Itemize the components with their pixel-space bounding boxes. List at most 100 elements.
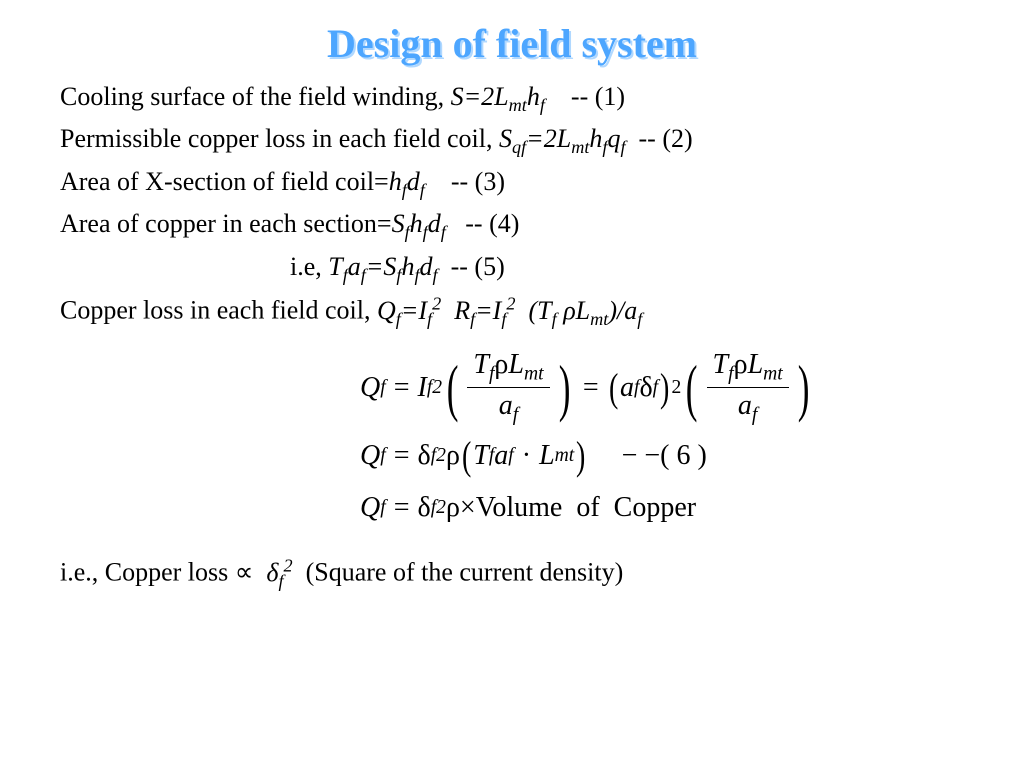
eq1-a3: a <box>738 390 752 421</box>
l3-text: Area of X-section of field coil= <box>60 167 389 196</box>
eq1-af3: f <box>752 404 757 425</box>
eq1-2: 2 <box>432 377 442 399</box>
fin-sp <box>253 558 266 587</box>
eq2-Q: Q <box>360 440 380 472</box>
l5-T: T <box>328 252 342 281</box>
l6-Q: Q <box>377 296 396 325</box>
eq1-af: f <box>513 404 518 425</box>
l6-eqI: =I <box>401 296 427 325</box>
l1-text: Cooling surface of the field winding, <box>60 82 451 111</box>
eq1-mt2: mt <box>763 364 783 385</box>
l5-eqS: =S <box>366 252 397 281</box>
line-3: Area of X-section of field coil=hfdf -- … <box>60 162 964 204</box>
eq-row-2: Qf = δf2ρ(Tfaf·Lmt) − −( 6 ) <box>360 433 964 479</box>
l5-d: d <box>420 252 433 281</box>
l4-S: S <box>392 209 405 238</box>
eq1-a: a <box>499 390 513 421</box>
eq2-rho: ρ <box>446 440 460 472</box>
l1-sub1: mt <box>509 95 527 115</box>
eq1-rho: ρ <box>494 349 508 380</box>
l4-h: h <box>410 209 423 238</box>
line-4: Area of copper in each section=Sfhfdf --… <box>60 204 964 246</box>
eq1-Q: Q <box>360 372 380 404</box>
l4-text: Area of copper in each section= <box>60 209 392 238</box>
eq3-d: δ <box>417 492 430 524</box>
l2-eq: =2L <box>526 124 571 153</box>
eq2-dot: · <box>522 440 531 472</box>
l2-h: h <box>589 124 602 153</box>
fin-prop: ∝ <box>235 558 254 587</box>
eq1-T2: T <box>713 349 729 380</box>
l6-rhoL: ρL <box>557 296 590 325</box>
eq2-tag: − −( 6 ) <box>608 440 707 472</box>
l2-tag: -- (2) <box>626 124 693 153</box>
eq1-mt: mt <box>524 364 544 385</box>
line-2: Permissible copper loss in each field co… <box>60 119 964 161</box>
line-1: Cooling surface of the field winding, S=… <box>60 77 964 119</box>
l6-eqI2: =I <box>475 296 501 325</box>
final-line: i.e., Copper loss ∝ δf2 (Square of the c… <box>60 551 964 595</box>
slide-title: Design of field system <box>60 20 964 67</box>
fin-2: 2 <box>284 555 293 575</box>
eq1-I: I <box>417 372 426 404</box>
eq3-Q: Q <box>360 492 380 524</box>
eq1-L: L <box>508 349 524 380</box>
eq-row-1: Qf = If2 ( TfρLmt af ) = (afδf)2 ( TfρLm… <box>360 353 964 423</box>
eq2-f: f <box>380 445 385 467</box>
eq1-a2: a <box>620 372 634 404</box>
equation-block: Qf = If2 ( TfρLmt af ) = (afδf)2 ( TfρLm… <box>360 353 964 531</box>
eq3-eq: = <box>394 492 410 524</box>
eq1-frac1: TfρLmt af <box>467 351 549 424</box>
eq2-2: 2 <box>436 445 446 467</box>
eq1-eq: = <box>394 372 410 404</box>
eq2-mt: mt <box>555 445 575 467</box>
eq2-af: f <box>508 445 513 467</box>
l5-text: i.e, <box>290 252 328 281</box>
l3-h: h <box>389 167 402 196</box>
eq1-L2: L <box>748 349 764 380</box>
eq3-vol: Volume of Copper <box>476 492 696 524</box>
l6-sub7: f <box>637 309 642 329</box>
eq-row-3: Qf = δf2ρ×Volume of Copper <box>360 485 964 531</box>
eq2-T: T <box>473 440 489 472</box>
slide-content: Design of field system Cooling surface o… <box>0 0 1024 615</box>
l1-tag: -- (1) <box>545 82 625 111</box>
eq1-frac2: TfρLmt af <box>707 351 789 424</box>
eq3-f: f <box>380 497 385 519</box>
l6-sup2: 2 <box>506 293 515 313</box>
l3-tag: -- (3) <box>425 167 505 196</box>
l5-tag: -- (5) <box>438 252 505 281</box>
fin-text: i.e., Copper loss <box>60 558 235 587</box>
fin-delta: δ <box>266 558 278 587</box>
fin-rest: (Square of the current density) <box>293 558 624 587</box>
l4-d: d <box>428 209 441 238</box>
eq1-T: T <box>473 349 489 380</box>
eq1-sq: 2 <box>671 377 681 399</box>
l6-text: Copper loss in each field coil, <box>60 296 377 325</box>
l6-sub6: mt <box>590 309 608 329</box>
l6-R: R <box>441 296 470 325</box>
eq2-a: a <box>494 440 508 472</box>
l5-a: a <box>348 252 361 281</box>
l5-h: h <box>401 252 414 281</box>
l6-overa: )/a <box>608 296 637 325</box>
l1-eq-b: h <box>527 82 540 111</box>
eq3-2: 2 <box>436 497 446 519</box>
l2-sub1: qf <box>512 138 526 158</box>
eq2-d: δ <box>417 440 430 472</box>
l1-eq-a: S=2L <box>451 82 509 111</box>
l6-paren: (T <box>516 296 552 325</box>
l2-S: S <box>499 124 512 153</box>
eq1-df: f <box>653 377 658 399</box>
eq2-L: L <box>539 440 555 472</box>
eq1-eq2: = <box>583 372 599 404</box>
l2-sub2: mt <box>571 138 589 158</box>
eq3-rho: ρ <box>446 492 460 524</box>
line-6: Copper loss in each field coil, Qf=If2 R… <box>60 289 964 333</box>
l2-q: q <box>607 124 620 153</box>
l2-text: Permissible copper loss in each field co… <box>60 124 499 153</box>
eq1-rho2: ρ <box>734 349 748 380</box>
l6-sup1: 2 <box>432 293 441 313</box>
eq1-d: δ <box>639 372 652 404</box>
eq2-eq: = <box>394 440 410 472</box>
